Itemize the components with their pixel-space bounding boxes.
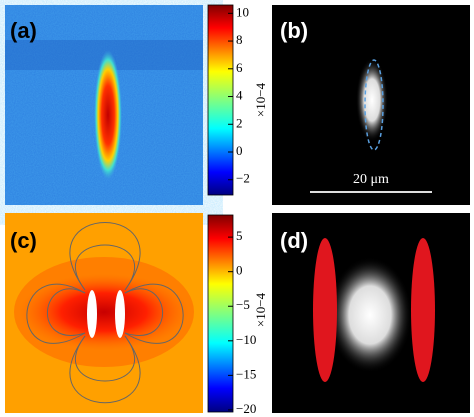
- field: [19, 274, 189, 350]
- tick-label: 0: [236, 263, 243, 278]
- colorbar-a: ×10−4 10 8 6 4 2 0 −2: [207, 4, 268, 196]
- colorbar: [207, 214, 234, 413]
- tick-label: −5: [236, 297, 250, 312]
- tick-label: 2: [236, 115, 243, 130]
- panel-a: (a): [5, 5, 203, 205]
- panel-label: (b): [280, 18, 308, 43]
- panel-label: (a): [10, 18, 37, 43]
- panel-d: (d): [272, 213, 470, 413]
- tick-label: 5: [236, 228, 243, 243]
- tick-label: 6: [236, 60, 243, 75]
- tick-label: −10: [236, 332, 256, 347]
- tick-label: 4: [236, 88, 243, 103]
- tick-label: 8: [236, 32, 243, 47]
- panel-label: (c): [10, 228, 37, 253]
- tick-label: −15: [236, 366, 256, 381]
- colorbar: [207, 4, 234, 196]
- streak: [94, 50, 122, 180]
- spot: [356, 58, 388, 142]
- spot: [328, 257, 412, 373]
- tick-label: −2: [236, 171, 250, 186]
- particle: [313, 238, 337, 382]
- particle: [115, 290, 125, 338]
- panel-label: (d): [280, 228, 308, 253]
- tick-label: −20: [236, 401, 256, 416]
- colorbar-c: ×10−4 5 0 −5 −10 −15 −20: [207, 214, 268, 416]
- tick-label: 0: [236, 143, 243, 158]
- colorbar-exponent: ×10−4: [253, 292, 268, 327]
- scale-label: 20 μm: [353, 172, 389, 187]
- tick-label: 10: [236, 4, 249, 19]
- panel-c: (c): [5, 213, 203, 413]
- outline: [364, 59, 384, 151]
- particle: [411, 238, 435, 382]
- panel-b: 20 μm (b): [272, 5, 470, 205]
- particle: [87, 290, 97, 338]
- colorbar-exponent: ×10−4: [253, 82, 268, 117]
- contours: [26, 222, 184, 404]
